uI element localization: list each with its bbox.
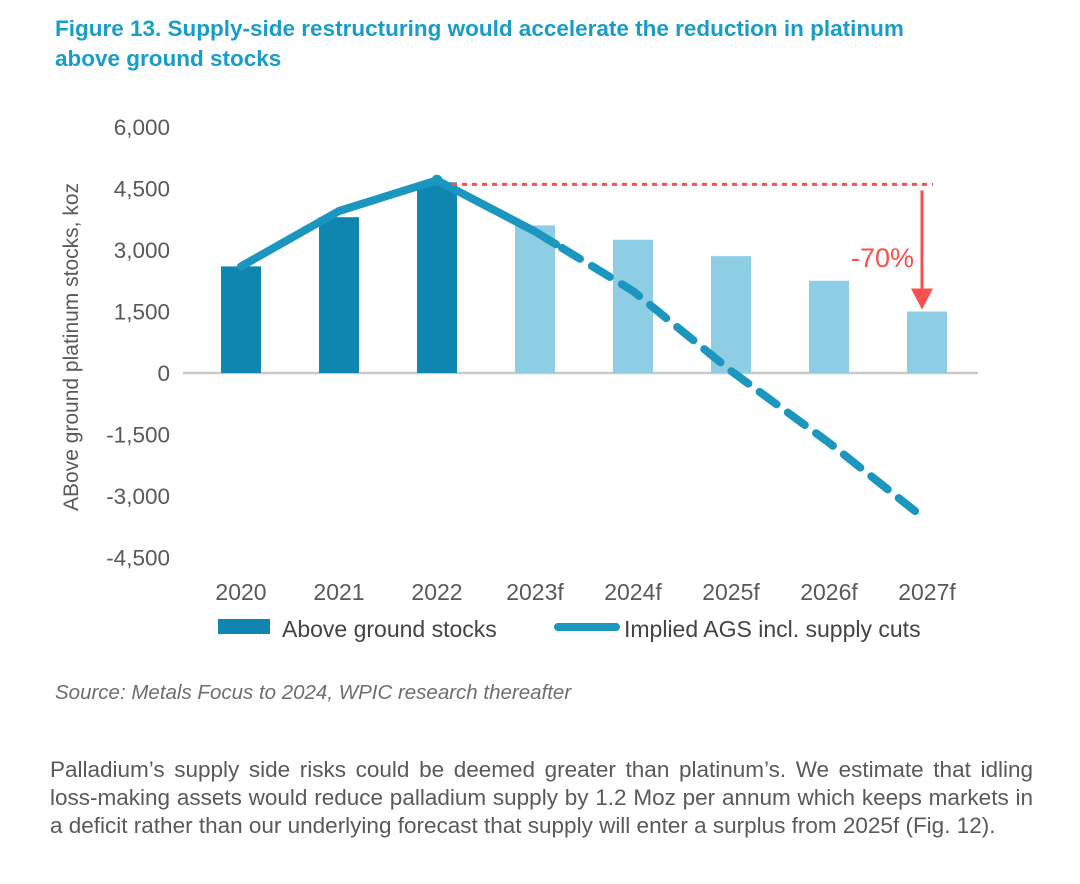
x-tick-label-2021: 2021 xyxy=(313,579,364,605)
legend-bar-label: Above ground stocks xyxy=(282,616,497,642)
bar-2027f xyxy=(907,311,947,373)
source-note: Source: Metals Focus to 2024, WPIC resea… xyxy=(55,681,572,704)
y-tick-label: -4,500 xyxy=(106,546,170,571)
figure-title: Figure 13. Supply-side restructuring wou… xyxy=(55,16,904,71)
y-tick-label: 0 xyxy=(157,361,170,386)
y-tick-label: 1,500 xyxy=(114,300,170,325)
y-tick-label: 4,500 xyxy=(114,177,170,202)
bar-2020 xyxy=(221,266,261,373)
y-axis-title: ABove ground platinum stocks, koz xyxy=(60,183,83,511)
y-tick-label: 3,000 xyxy=(114,238,170,263)
drop-arrow-head xyxy=(911,288,933,310)
x-tick-label-2027f: 2027f xyxy=(898,579,956,605)
x-tick-label-2022: 2022 xyxy=(411,579,462,605)
drop-annotation-label: -70% xyxy=(851,243,914,273)
bar-2026f xyxy=(809,280,849,373)
x-tick-label-2020: 2020 xyxy=(215,579,266,605)
x-tick-label-2025f: 2025f xyxy=(702,579,760,605)
bar-2021 xyxy=(319,217,359,373)
legend-bar-swatch xyxy=(218,619,270,634)
body-paragraph: Palladium’s supply side risks could be d… xyxy=(50,757,1033,838)
bar-2023f xyxy=(515,225,555,373)
y-tick-label: -3,000 xyxy=(106,484,170,509)
legend-line-label: Implied AGS incl. supply cuts xyxy=(624,616,921,642)
x-tick-label-2026f: 2026f xyxy=(800,579,858,605)
x-tick-label-2024f: 2024f xyxy=(604,579,662,605)
ags-line-peak-marker xyxy=(431,174,443,186)
ags-line-dashed xyxy=(558,243,922,518)
bar-2025f xyxy=(711,256,751,373)
x-tick-label-2023f: 2023f xyxy=(506,579,564,605)
y-tick-label: 6,000 xyxy=(114,115,170,140)
bar-2022 xyxy=(417,182,457,373)
ags-line-solid xyxy=(237,176,560,271)
chart-figure-13: ABove ground platinum stocks, koz 6,000 4,… xyxy=(60,115,978,642)
y-tick-label: -1,500 xyxy=(106,423,170,448)
